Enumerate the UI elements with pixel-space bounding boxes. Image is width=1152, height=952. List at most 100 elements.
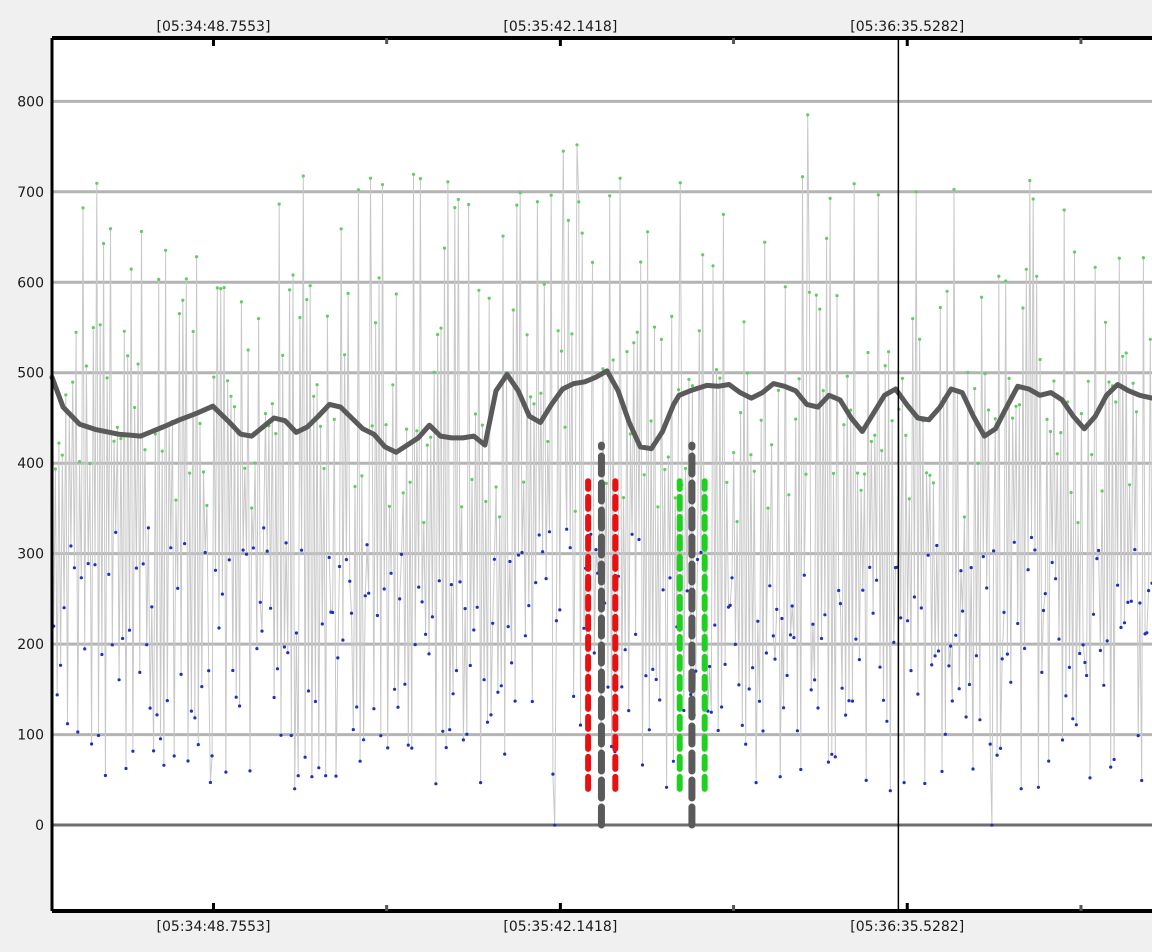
raw-point-638 — [1148, 337, 1152, 341]
x-top-tick-label-1: [05:35:42.1418] — [503, 19, 617, 35]
raw-point-422 — [776, 388, 781, 392]
raw-point-592 — [1069, 490, 1073, 495]
raw-point-591 — [1067, 665, 1071, 670]
raw-point-605 — [1091, 612, 1096, 616]
raw-point-624 — [1124, 351, 1128, 355]
raw-point-150 — [308, 284, 312, 288]
raw-point-157 — [320, 622, 324, 626]
raw-point-186 — [370, 424, 374, 428]
raw-point-439 — [806, 113, 810, 117]
raw-point-65 — [162, 763, 166, 767]
raw-point-124 — [263, 412, 268, 416]
raw-point-193 — [382, 587, 386, 591]
raw-point-436 — [800, 175, 805, 179]
raw-point-211 — [413, 643, 417, 647]
raw-point-497 — [906, 619, 910, 623]
raw-point-494 — [900, 376, 905, 380]
raw-point-625 — [1126, 600, 1130, 605]
raw-point-544 — [986, 408, 991, 412]
raw-point-338 — [632, 341, 636, 345]
raw-point-138 — [288, 288, 292, 292]
raw-point-177 — [355, 705, 359, 709]
raw-point-471 — [861, 588, 865, 592]
raw-point-305 — [575, 143, 579, 147]
raw-point-18 — [81, 206, 85, 210]
raw-point-563 — [1019, 787, 1023, 791]
raw-point-55 — [145, 643, 149, 647]
raw-point-564 — [1021, 306, 1025, 310]
raw-point-489 — [892, 640, 896, 645]
raw-point-45 — [127, 628, 132, 632]
raw-point-217 — [424, 632, 428, 637]
raw-point-463 — [847, 699, 851, 703]
raw-point-350 — [652, 325, 657, 329]
raw-point-247 — [475, 605, 479, 609]
raw-point-558 — [1011, 416, 1015, 420]
raw-point-368 — [683, 466, 688, 471]
raw-point-433 — [795, 729, 800, 733]
raw-point-621 — [1119, 625, 1123, 630]
raw-point-34 — [108, 227, 113, 231]
raw-point-400 — [739, 411, 743, 415]
raw-point-429 — [788, 633, 793, 637]
x-bottom-tick-label-0: [05:34:48.7553] — [157, 919, 271, 935]
raw-point-291 — [551, 772, 555, 776]
raw-point-140 — [291, 273, 295, 277]
raw-point-120 — [257, 317, 261, 321]
raw-point-290 — [549, 193, 553, 197]
raw-point-527 — [957, 687, 961, 691]
raw-point-238 — [460, 505, 464, 509]
raw-point-402 — [742, 320, 746, 324]
raw-point-213 — [417, 585, 421, 589]
raw-point-79 — [186, 759, 190, 763]
raw-point-409 — [754, 781, 758, 785]
raw-point-452 — [828, 196, 832, 200]
raw-point-181 — [362, 738, 366, 742]
vertical-markers — [585, 441, 708, 829]
raw-point-280 — [532, 402, 536, 406]
raw-point-421 — [775, 607, 779, 612]
raw-point-376 — [697, 329, 701, 333]
raw-point-80 — [188, 471, 192, 475]
raw-point-47 — [131, 749, 135, 753]
raw-point-49 — [134, 566, 138, 570]
raw-point-540 — [980, 295, 984, 299]
raw-point-442 — [811, 622, 815, 626]
raw-point-46 — [129, 267, 133, 271]
raw-point-371 — [689, 692, 693, 697]
smoothed-series — [49, 368, 1152, 455]
raw-point-507 — [923, 781, 927, 786]
raw-point-595 — [1074, 723, 1078, 727]
raw-point-16 — [77, 460, 82, 464]
raw-point-618 — [1114, 400, 1118, 404]
raw-point-512 — [931, 481, 936, 485]
raw-point-17 — [79, 576, 83, 580]
raw-point-354 — [659, 337, 664, 341]
raw-point-274 — [522, 480, 526, 484]
raw-point-427 — [785, 673, 789, 678]
raw-point-22 — [88, 462, 92, 466]
raw-point-200 — [394, 292, 398, 296]
raw-point-130 — [274, 432, 278, 436]
raw-point-233 — [451, 692, 455, 696]
raw-point-234 — [453, 206, 457, 210]
raw-point-314 — [590, 260, 595, 264]
raw-point-99 — [220, 592, 224, 596]
raw-point-419 — [771, 634, 775, 638]
raw-point-299 — [565, 527, 569, 531]
raw-point-444 — [814, 293, 818, 297]
raw-point-103 — [227, 558, 231, 562]
raw-point-287 — [544, 577, 548, 581]
raw-point-520 — [945, 289, 949, 293]
raw-point-434 — [797, 377, 801, 381]
raw-point-307 — [578, 723, 583, 727]
raw-point-369 — [685, 589, 689, 593]
raw-point-342 — [639, 260, 643, 264]
raw-point-530 — [962, 515, 967, 519]
raw-point-617 — [1112, 757, 1116, 762]
raw-point-29 — [100, 652, 104, 657]
raw-point-583 — [1054, 577, 1058, 581]
raw-point-423 — [778, 775, 782, 779]
raw-point-118 — [253, 461, 257, 465]
raw-point-88 — [201, 470, 206, 474]
